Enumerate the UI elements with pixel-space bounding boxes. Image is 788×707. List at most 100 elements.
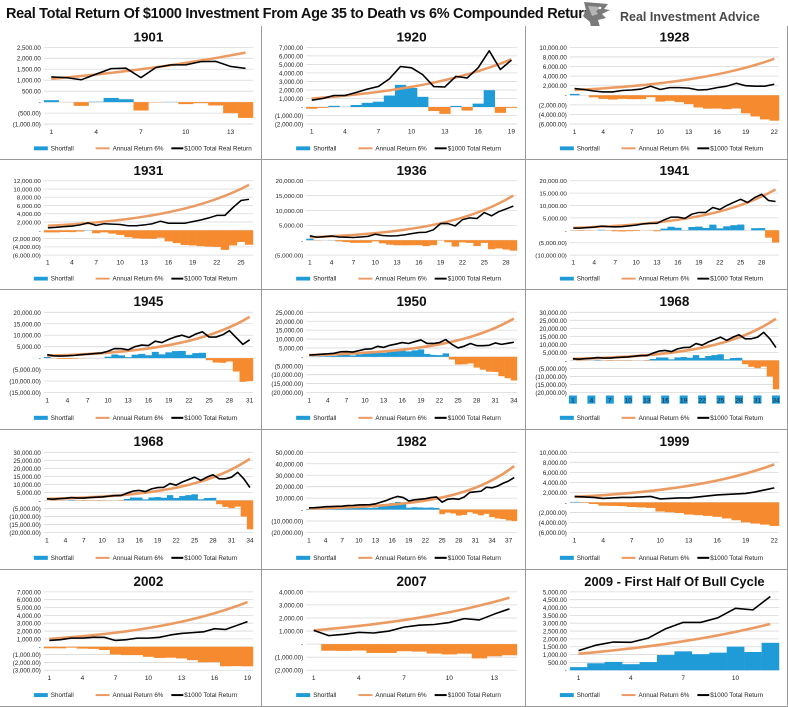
y-tick-label: 20,000.00 bbox=[276, 179, 304, 185]
legend-label: Shortfall bbox=[313, 555, 336, 562]
shortfall-bar bbox=[138, 353, 146, 359]
x-tick-label: 7 bbox=[630, 129, 634, 136]
shortfall-bar bbox=[439, 107, 451, 114]
y-tick-label: 8,000.00 bbox=[543, 460, 568, 467]
x-tick-label: 7 bbox=[376, 129, 380, 136]
shortfall-bar bbox=[509, 240, 518, 251]
x-tick-label: 28 bbox=[209, 538, 217, 545]
shortfall-bar bbox=[111, 354, 119, 359]
x-tick-label: 7 bbox=[82, 538, 86, 545]
x-tick-box bbox=[698, 395, 707, 404]
shortfall-bar bbox=[350, 105, 362, 108]
shortfall-bar bbox=[471, 644, 488, 659]
shortfall-bar bbox=[148, 230, 157, 239]
shortfall-bar bbox=[454, 356, 462, 365]
annual-return-6pct-line bbox=[309, 317, 515, 357]
shortfall-bar bbox=[655, 95, 666, 102]
legend-label: Annual Return 6% bbox=[375, 276, 427, 283]
shortfall-bar bbox=[712, 95, 723, 109]
y-tick-label: 6,000.00 bbox=[543, 64, 568, 71]
y-tick-label: 20,000.00 bbox=[539, 179, 567, 185]
x-tick-label: 22 bbox=[185, 398, 193, 405]
x-tick-label: 22 bbox=[459, 260, 467, 267]
shortfall-bar bbox=[760, 502, 770, 525]
y-tick-label: 10,000.00 bbox=[275, 496, 303, 503]
y-tick-label: 2,000.00 bbox=[17, 56, 42, 63]
legend-label: Annual Return 6% bbox=[639, 692, 690, 699]
y-tick-label: 3,000.00 bbox=[543, 621, 568, 628]
y-tick-label: 4,000.00 bbox=[543, 480, 568, 487]
chart-title: 1982 bbox=[397, 434, 428, 449]
annual-return-6pct-line bbox=[308, 464, 515, 510]
shortfall-bar bbox=[57, 358, 65, 359]
annual-return-6pct-line bbox=[49, 600, 248, 641]
legend-label: Annual Return 6% bbox=[375, 415, 427, 422]
y-tick-label: 5,000.00 bbox=[543, 350, 568, 357]
shortfall-bar bbox=[498, 356, 505, 377]
y-tick-label: 12,000.00 bbox=[13, 179, 41, 185]
shortfall-bar bbox=[246, 358, 254, 382]
shortfall-bar bbox=[415, 240, 423, 246]
shortfall-bar bbox=[104, 356, 112, 359]
x-tick-box bbox=[605, 395, 614, 404]
chart-panel-1901: (1,000.00) (500.00) - 500.00 1,000.00 1,500.0… bbox=[0, 26, 262, 160]
y-tick-label: 15,000.00 bbox=[275, 328, 303, 335]
shortfall-bar bbox=[448, 356, 456, 360]
shortfall-bar bbox=[350, 507, 357, 510]
shortfall-bar bbox=[473, 240, 481, 247]
total-return-line bbox=[574, 82, 775, 93]
shortfall-bar bbox=[148, 497, 155, 501]
shortfall-bar bbox=[400, 240, 409, 246]
shortfall-bar bbox=[336, 644, 352, 651]
shortfall-bar bbox=[43, 646, 56, 649]
shortfall-bar bbox=[394, 84, 407, 108]
shortfall-bar bbox=[185, 354, 193, 359]
shortfall-bar bbox=[131, 646, 144, 656]
x-tick-label: 1 bbox=[573, 129, 577, 136]
shortfall-bar bbox=[361, 102, 373, 108]
y-tick-label: 5,000.00 bbox=[279, 62, 304, 69]
y-tick-label: 20,000.00 bbox=[13, 310, 41, 317]
x-tick-label: 16 bbox=[136, 538, 144, 545]
chart-panel-1941: (10,000.00) (5,000.00) - 5,000.00 10,000.00 1… bbox=[526, 160, 788, 290]
y-tick-label: 2,000.00 bbox=[279, 87, 304, 94]
y-tick-label: 1,000.00 bbox=[279, 629, 304, 636]
x-tick-label: 16 bbox=[399, 398, 407, 405]
y-tick-label: 4,000.00 bbox=[17, 212, 42, 218]
shortfall-bar bbox=[466, 240, 474, 243]
shortfall-bar bbox=[505, 107, 518, 108]
shortfall-bar bbox=[411, 644, 427, 652]
x-tick-label: 16 bbox=[714, 538, 722, 545]
shortfall-bar bbox=[639, 662, 658, 671]
y-tick-label: 30,000.00 bbox=[13, 450, 41, 457]
shortfall-bar bbox=[740, 502, 751, 523]
brand-logo: Real Investment Advice bbox=[578, 0, 788, 34]
legend-label: $1000 Total Return bbox=[448, 415, 502, 422]
shortfall-bar bbox=[668, 359, 675, 361]
chart-panel-1982: (20,000.00) (10,000.00) - 10,000.00 20,000.0… bbox=[262, 430, 526, 570]
shortfall-bar bbox=[655, 502, 666, 512]
x-tick-label: 19 bbox=[189, 260, 197, 267]
shortfall-bar bbox=[735, 357, 743, 361]
y-tick-label: 5,000.00 bbox=[279, 224, 304, 230]
x-tick-label: 22 bbox=[771, 129, 779, 136]
x-tick-label: 1 bbox=[307, 398, 311, 405]
shortfall-bar bbox=[191, 494, 198, 501]
shortfall-bar bbox=[407, 240, 416, 246]
x-tick-label: 34 bbox=[772, 398, 780, 405]
chart: (20,000.00) (15,000.00) (10,000.00) (5,000.… bbox=[271, 294, 517, 422]
total-return-line bbox=[578, 595, 771, 652]
shortfall-bar bbox=[197, 499, 205, 501]
shortfall-bar bbox=[344, 507, 351, 510]
x-tick-label: 10 bbox=[625, 398, 633, 405]
legend-label: Annual Return 6% bbox=[639, 555, 690, 562]
y-tick-label: 1,000.00 bbox=[17, 636, 42, 643]
y-tick-label: - bbox=[301, 239, 303, 245]
shortfall-bar bbox=[750, 95, 761, 117]
y-tick-label: 5,000.00 bbox=[543, 216, 568, 222]
chart: (3,000.00)(2,000.00)(1,000.00)-1,000.002… bbox=[13, 574, 254, 699]
shortfall-bar bbox=[723, 359, 731, 361]
shortfall-bar bbox=[120, 646, 133, 656]
shortfall-bar bbox=[769, 95, 780, 121]
x-tick-label: 4 bbox=[66, 398, 70, 405]
